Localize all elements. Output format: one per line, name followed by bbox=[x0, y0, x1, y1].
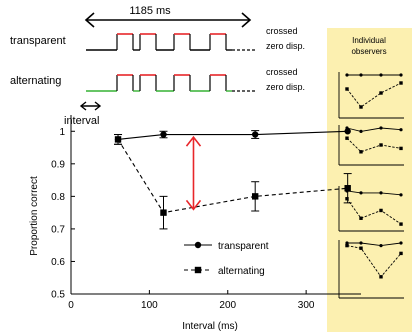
x-axis-label: Interval (ms) bbox=[182, 321, 238, 332]
data-point-alternating bbox=[114, 136, 122, 143]
subplot-alternating-point bbox=[345, 197, 349, 201]
individual-observers-panel: Individual observers bbox=[327, 28, 412, 332]
subplot-transparent-point bbox=[379, 244, 383, 248]
y-tick-label: 0.8 bbox=[51, 192, 65, 203]
subplot-transparent-point bbox=[399, 193, 403, 197]
subplot-transparent-line bbox=[347, 242, 402, 247]
subplot-alternating-point bbox=[379, 208, 383, 213]
subplot-transparent-point bbox=[399, 241, 403, 245]
subplot-transparent-point bbox=[399, 128, 403, 132]
subplot-alternating-point bbox=[399, 81, 403, 85]
subplot-transparent-point bbox=[359, 129, 363, 133]
subplot-alternating-point bbox=[399, 222, 403, 226]
subplot-transparent-line bbox=[346, 190, 402, 196]
waveform-alternating bbox=[86, 74, 255, 92]
subplot-transparent-point bbox=[379, 73, 383, 77]
subplot-alternating-point bbox=[359, 216, 363, 220]
difference-arrow-head-bottom bbox=[185, 199, 202, 211]
subplot-transparent-point bbox=[359, 73, 363, 77]
subplot-alternating-point bbox=[399, 146, 403, 151]
y-tick-label: 0.6 bbox=[51, 257, 65, 268]
legend-label-alternating: alternating bbox=[218, 266, 265, 277]
data-point-alternating bbox=[344, 185, 351, 192]
row1-side-crossed: crossed bbox=[266, 26, 298, 36]
duration-label: 1185 ms bbox=[129, 5, 171, 17]
difference-arrow bbox=[185, 135, 202, 211]
chart-series bbox=[114, 128, 352, 230]
interval-label: interval bbox=[64, 115, 99, 127]
x-tick-label: 200 bbox=[219, 300, 236, 311]
subplot-transparent-point bbox=[345, 241, 349, 245]
row2-side-zero: zero disp. bbox=[266, 82, 305, 92]
subplot-alternating-point bbox=[345, 136, 349, 140]
panel-title-line2: observers bbox=[351, 47, 386, 56]
subplot-transparent-point bbox=[379, 126, 383, 130]
subplot-alternating-line bbox=[346, 245, 402, 278]
row2-side-crossed: crossed bbox=[266, 67, 298, 77]
subplot-alternating-point bbox=[345, 87, 349, 91]
x-tick-label: 300 bbox=[298, 300, 315, 311]
panel-title-line1: Individual bbox=[352, 36, 386, 45]
y-tick-label: 1 bbox=[59, 127, 65, 138]
subplot-alternating-point bbox=[345, 243, 349, 248]
series-line-alternating bbox=[117, 139, 348, 214]
subplot-alternating-point bbox=[379, 143, 383, 147]
panel-background bbox=[327, 28, 412, 332]
x-tick-label: 0 bbox=[68, 300, 74, 311]
row-label-alternating: alternating bbox=[10, 75, 61, 87]
main-chart: 0.5 0.6 0.7 0.8 0.9 1 0 100 200 300 transparent al… bbox=[29, 115, 361, 332]
data-point-transparent bbox=[160, 131, 167, 138]
subplot-transparent-line bbox=[346, 127, 402, 132]
x-tick-label: 100 bbox=[141, 300, 158, 311]
timing-diagram: 1185 ms transparent alternating crossed … bbox=[10, 5, 305, 127]
duration-left-arrowhead bbox=[84, 12, 95, 28]
subplot-transparent-point bbox=[379, 191, 383, 195]
subplot-alternating-point bbox=[359, 150, 363, 154]
y-axis-label: Proportion correct bbox=[29, 176, 40, 256]
legend-marker-transparent bbox=[194, 241, 202, 249]
legend-marker-alternating bbox=[194, 266, 202, 274]
subplot-alternating-point bbox=[399, 251, 403, 256]
subplot-transparent-point bbox=[359, 241, 363, 245]
interval-left-arrowhead bbox=[79, 101, 87, 111]
row-label-transparent: transparent bbox=[10, 35, 66, 47]
subplot-alternating-point bbox=[359, 246, 363, 250]
y-tick-label: 0.5 bbox=[51, 290, 65, 301]
subplot-alternating-point bbox=[359, 105, 363, 109]
y-tick-label: 0.9 bbox=[51, 159, 65, 170]
subplot-alternating-line bbox=[346, 82, 402, 108]
difference-arrow-head-top bbox=[185, 135, 202, 147]
subplot-alternating-point bbox=[379, 91, 383, 95]
interval-right-arrowhead bbox=[94, 101, 102, 111]
waveform-transparent bbox=[86, 33, 255, 51]
subplot-alternating-point bbox=[379, 275, 383, 279]
data-point-transparent bbox=[344, 128, 351, 135]
observer-subplots bbox=[338, 72, 404, 299]
subplot-transparent-point bbox=[399, 73, 403, 77]
chart-axes bbox=[70, 115, 361, 295]
data-point-alternating bbox=[251, 193, 259, 200]
y-tick-label: 0.7 bbox=[51, 224, 65, 235]
row1-side-zero: zero disp. bbox=[266, 41, 305, 51]
chart-ticks: 0.5 0.6 0.7 0.8 0.9 1 0 100 200 300 bbox=[51, 127, 315, 311]
subplot-alternating-line bbox=[346, 137, 402, 153]
subplot-transparent-point bbox=[345, 73, 349, 77]
subplot-transparent-point bbox=[359, 191, 363, 195]
legend-label-transparent: transparent bbox=[218, 241, 269, 252]
subplot-alternating-line bbox=[346, 198, 402, 225]
chart-legend: transparent alternating bbox=[184, 241, 269, 277]
data-point-transparent bbox=[251, 131, 259, 138]
series-line-transparent bbox=[117, 130, 348, 140]
duration-right-arrowhead bbox=[241, 12, 252, 28]
data-point-alternating bbox=[160, 209, 167, 216]
